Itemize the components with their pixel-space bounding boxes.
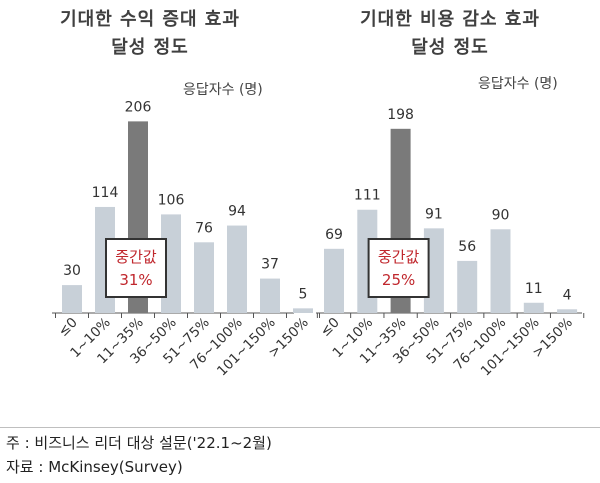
left-data-label-1: 114 [92,185,119,201]
left-chart-title: 기대한 수익 증대 효과 달성 정도 [0,6,300,62]
right-category-label-0: ≤0 [317,315,342,340]
left-bar-7 [293,308,313,313]
right-bar-5 [490,229,511,313]
left-median-box [105,238,167,298]
source-note: 자료 : McKinsey(Survey) [6,458,183,476]
right-data-label-5: 90 [492,207,510,223]
right-median-value: 25% [382,271,415,289]
right-median-box [367,238,430,298]
left-data-label-0: 30 [63,263,81,279]
survey-note: 주 : 비즈니스 리더 대상 설문('22.1~2월) [6,434,272,452]
left-data-label-7: 5 [299,286,308,302]
right-unit-label: 응답자수 (명) [478,76,558,92]
right-data-label-0: 69 [325,227,343,243]
right-data-label-2: 198 [387,107,414,123]
right-data-label-7: 4 [563,287,572,303]
right-bar-7 [557,309,578,313]
left-data-label-6: 37 [261,257,279,273]
right-data-label-3: 91 [425,206,443,222]
left-unit-label: 응답자수 (명) [183,82,263,98]
left-median-label: 중간값 [115,248,157,266]
left-category-label-0: ≤0 [55,315,80,340]
left-data-label-2: 206 [125,99,152,115]
left-title-line-1: 기대한 수익 증대 효과 [60,9,240,30]
left-data-label-5: 94 [228,204,246,220]
left-median-value: 31% [119,271,152,289]
left-bar-6 [260,278,280,313]
footnote-divider [0,427,600,428]
left-bar-0 [62,285,82,313]
left-bar-5 [227,225,247,313]
left-data-label-4: 76 [195,220,213,236]
right-data-label-4: 56 [458,239,476,255]
left-bar-4 [194,242,214,313]
bar-charts: 30≤01141~10%20611~35%10636~50%7651~75%94… [52,99,585,379]
right-bar-4 [457,260,478,313]
right-median-label: 중간값 [378,248,420,266]
right-data-label-1: 111 [354,188,381,204]
left-data-label-3: 106 [158,192,185,208]
right-bar-6 [523,302,544,313]
right-title-line-1: 기대한 비용 감소 효과 [360,9,540,30]
right-chart-title: 기대한 비용 감소 효과 달성 정도 [300,6,600,62]
right-title-line-2: 달성 정도 [411,37,489,58]
right-bar-0 [324,248,344,313]
right-data-label-6: 11 [525,281,543,297]
left-title-line-2: 달성 정도 [111,37,189,58]
